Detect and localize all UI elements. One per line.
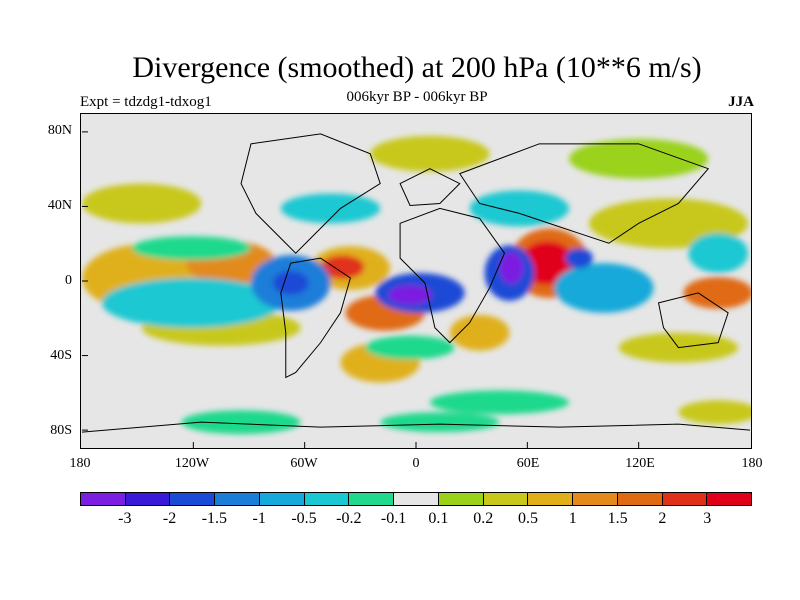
colorbar-swatch — [170, 493, 216, 505]
experiment-label: Expt = tdzdg1-tdxog1 — [80, 94, 212, 110]
colorbar-label: -0.1 — [380, 510, 407, 527]
colorbar-swatch — [617, 493, 663, 505]
colorbar-swatch — [394, 493, 439, 505]
colorbar-label: -0.5 — [291, 510, 317, 527]
lat-label-40n: 40N — [47, 198, 72, 213]
colorbar-label: -1 — [252, 510, 266, 527]
colorbar-label: 1 — [568, 510, 577, 527]
colorbar-label: -0.2 — [336, 510, 362, 527]
colorbar-label: 0.5 — [518, 510, 538, 527]
colorbar-swatch — [438, 493, 484, 505]
colorbar-swatch — [662, 493, 708, 505]
lat-label-0: 0 — [65, 273, 72, 288]
colorbar-swatch — [483, 493, 529, 505]
colorbar-label: -1.5 — [201, 510, 228, 527]
lon-label-0: 0 — [412, 456, 420, 471]
coastlines — [81, 133, 751, 433]
colorbar-swatch — [81, 493, 126, 505]
colorbar-label: 0.1 — [428, 510, 449, 527]
colorbar-swatch — [259, 493, 305, 505]
colorbar-swatch — [125, 493, 171, 505]
colorbar-swatch — [528, 493, 574, 505]
colorbar-label: 1.5 — [607, 510, 628, 527]
colorbar-swatch — [349, 493, 395, 505]
colorbar-swatch — [215, 493, 260, 505]
colorbar-label: -2 — [162, 510, 177, 527]
lon-label-60e: 60E — [516, 456, 540, 471]
colorbar-swatch — [573, 493, 618, 505]
lat-label-40s: 40S — [50, 348, 72, 363]
lon-label-120e: 120E — [625, 456, 655, 471]
lon-label-180e: 180 — [741, 456, 763, 471]
map-ticks — [82, 131, 640, 448]
lon-label-120w: 120W — [174, 456, 210, 471]
colorbar-label: -3 — [118, 510, 132, 527]
season-label: JJA — [728, 94, 754, 110]
colorbar-label: 2 — [658, 510, 667, 527]
plot-title: Divergence (smoothed) at 200 hPa (10**6 … — [132, 51, 702, 84]
plot-subtitle: 006kyr BP - 006kyr BP — [346, 89, 488, 105]
lat-label-80s: 80S — [50, 423, 72, 438]
colorbar-swatch — [707, 493, 752, 505]
map-panel — [80, 113, 752, 449]
colorbar-swatch — [304, 493, 350, 505]
lon-label-60w: 60W — [290, 456, 318, 471]
colorbar-label: 3 — [703, 510, 712, 527]
lon-label-180w: 180 — [69, 456, 91, 471]
lat-label-80n: 80N — [47, 123, 72, 138]
colorbar-label: 0.2 — [473, 510, 494, 527]
divergence-map — [81, 114, 751, 448]
colorbar — [80, 492, 752, 506]
